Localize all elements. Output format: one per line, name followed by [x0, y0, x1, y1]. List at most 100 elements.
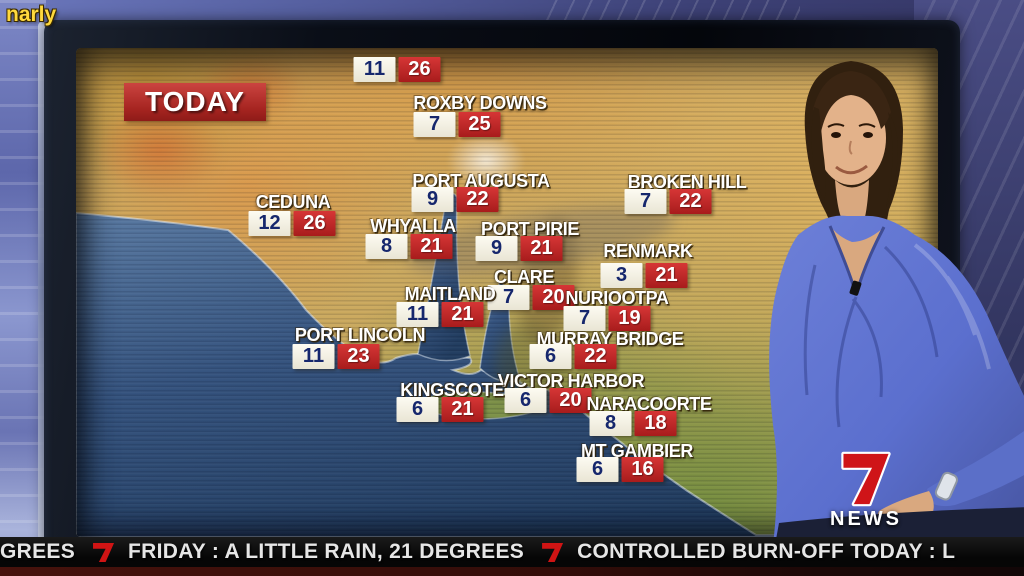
- presenter-face: [816, 91, 886, 185]
- max-temp: 21: [520, 236, 563, 261]
- max-temp: 25: [458, 112, 501, 137]
- presenter-bangs: [813, 71, 891, 132]
- city-label-ceduna: CEDUNA: [255, 192, 331, 212]
- seven-ticker-icon: [542, 543, 564, 562]
- city-label-maitland: MAITLAND: [404, 284, 496, 304]
- city-label-murray-bridge: MURRAY BRIDGE: [536, 329, 684, 349]
- max-temp: 21: [410, 234, 453, 259]
- max-temp: 16: [621, 457, 664, 482]
- presenter-brow: [858, 123, 876, 128]
- max-temp: 26: [293, 211, 336, 236]
- ticker-headline: GREES: [0, 540, 76, 563]
- min-temp: 6: [504, 388, 547, 413]
- ticker-bottom-strip: [0, 567, 1024, 576]
- screen-glare: [446, 133, 526, 188]
- temperature-pair: 6 20: [504, 388, 592, 413]
- city-label-port-pirie: PORT PIRIE: [480, 219, 580, 239]
- min-temp: 6: [576, 457, 619, 482]
- city-label-kingscote: KINGSCOTE: [400, 380, 504, 400]
- presenter-torso: [769, 215, 1024, 545]
- city-label-broken-hill: BROKEN HILL: [627, 172, 747, 192]
- min-temp: 6: [396, 397, 439, 422]
- temperature-pair: 6 21: [396, 397, 484, 422]
- city-label-renmark: RENMARK: [603, 241, 693, 261]
- temperature-pair: 6 16: [576, 457, 664, 482]
- max-temp: 22: [669, 189, 712, 214]
- temperature-pair: 8 18: [589, 411, 677, 436]
- max-temp: 26: [398, 57, 441, 82]
- min-temp: 6: [529, 344, 572, 369]
- city-label-naracoorte: NARACOORTE: [586, 394, 712, 414]
- wrist-watch: [934, 471, 958, 501]
- temperature-pair: 7 19: [563, 306, 651, 331]
- city-label-port-augusta: PORT AUGUSTA: [412, 171, 550, 191]
- min-temp: 11: [353, 57, 396, 82]
- min-temp: 11: [396, 302, 439, 327]
- city-label-whyalla: WHYALLA: [370, 216, 456, 236]
- temperature-pair: 9 21: [475, 236, 563, 261]
- today-badge: TODAY: [124, 83, 266, 121]
- min-temp: 11: [292, 344, 335, 369]
- seven-network-icon: [841, 451, 891, 507]
- min-temp: 9: [411, 187, 454, 212]
- tv-bezel-highlight: [38, 22, 46, 540]
- lapel-microphone: [849, 280, 862, 296]
- news-ticker: GREES FRIDAY : A LITTLE RAIN, 21 DEGREES C…: [0, 537, 1024, 567]
- min-temp: 3: [600, 263, 643, 288]
- min-temp: 7: [563, 306, 606, 331]
- max-temp: 20: [549, 388, 592, 413]
- min-temp: 8: [365, 234, 408, 259]
- max-temp: 22: [574, 344, 617, 369]
- temperature-pair: 3 21: [600, 263, 688, 288]
- temperature-pair: 7 25: [413, 112, 501, 137]
- min-temp: 7: [413, 112, 456, 137]
- max-temp: 18: [634, 411, 677, 436]
- max-temp: 21: [645, 263, 688, 288]
- max-temp: 23: [337, 344, 380, 369]
- presenter-vneck-skin: [832, 228, 882, 291]
- presenter-skirt: [775, 507, 1024, 545]
- city-label-roxby-downs: ROXBY DOWNS: [413, 93, 547, 113]
- min-temp: 9: [475, 236, 518, 261]
- min-temp: 12: [248, 211, 291, 236]
- presenter-nose: [848, 140, 853, 155]
- ticker-headline: FRIDAY : A LITTLE RAIN, 21 DEGREES: [128, 540, 525, 563]
- city-label-clare: CLARE: [494, 267, 554, 287]
- temperature-pair: 11 21: [396, 302, 484, 327]
- presenter-eye: [831, 132, 841, 138]
- weather-presenter: [769, 61, 1024, 545]
- city-label-nuriootpa: NURIOOTPA: [565, 288, 669, 308]
- max-temp: 21: [441, 397, 484, 422]
- fabric-highlight: [913, 243, 991, 370]
- city-label-victor-harbor: VICTOR HARBOR: [497, 371, 645, 391]
- max-temp: 22: [456, 187, 499, 212]
- temperature-pair: 11 26: [353, 57, 441, 82]
- seven-ticker-icon: [93, 543, 115, 562]
- max-temp: 20: [532, 285, 575, 310]
- temperature-pair: 11 23: [292, 344, 380, 369]
- fabric-folds: [803, 245, 939, 428]
- presenter-brow: [827, 123, 845, 128]
- min-temp: 8: [589, 411, 632, 436]
- presenter-hair-side: [886, 112, 898, 207]
- temperature-pair: 7 22: [624, 189, 712, 214]
- temperature-pair: 12 26: [248, 211, 336, 236]
- temperature-pair: 8 21: [365, 234, 453, 259]
- min-temp: 7: [487, 285, 530, 310]
- seven-news-logo: NEWS: [818, 450, 914, 531]
- presenter-smile: [835, 164, 868, 175]
- presenter-eye: [863, 132, 873, 138]
- temperature-pair: 9 22: [411, 187, 499, 212]
- news-wordmark: NEWS: [830, 508, 902, 530]
- channel-watermark: narly: [6, 3, 57, 26]
- temperature-pair: 7 20: [487, 285, 575, 310]
- presenter-hair-side: [811, 107, 826, 203]
- min-temp: 7: [624, 189, 667, 214]
- city-label-port-lincoln: PORT LINCOLN: [294, 325, 426, 345]
- temperature-pair: 6 22: [529, 344, 617, 369]
- ticker-headline: CONTROLLED BURN-OFF TODAY : L: [577, 540, 956, 563]
- presenter-neck: [835, 180, 869, 222]
- city-label-mt-gambier: MT GAMBIER: [581, 441, 693, 461]
- max-temp: 21: [441, 302, 484, 327]
